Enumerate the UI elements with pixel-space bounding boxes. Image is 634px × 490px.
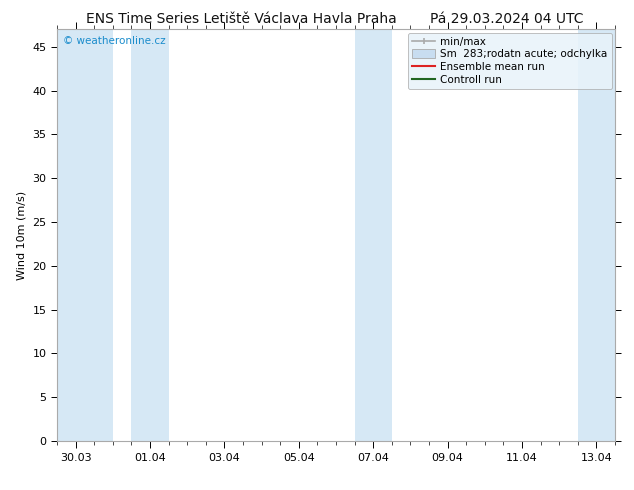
Bar bbox=[354, 29, 392, 441]
Bar bbox=[578, 29, 615, 441]
Text: © weatheronline.cz: © weatheronline.cz bbox=[63, 36, 165, 46]
Text: Pá 29.03.2024 04 UTC: Pá 29.03.2024 04 UTC bbox=[430, 12, 584, 26]
Text: ENS Time Series Letiště Václava Havla Praha: ENS Time Series Letiště Václava Havla Pr… bbox=[86, 12, 396, 26]
Bar bbox=[131, 29, 169, 441]
Legend: min/max, Sm  283;rodatn acute; odchylka, Ensemble mean run, Controll run: min/max, Sm 283;rodatn acute; odchylka, … bbox=[408, 32, 612, 89]
Y-axis label: Wind 10m (m/s): Wind 10m (m/s) bbox=[17, 191, 27, 280]
Bar bbox=[57, 29, 113, 441]
